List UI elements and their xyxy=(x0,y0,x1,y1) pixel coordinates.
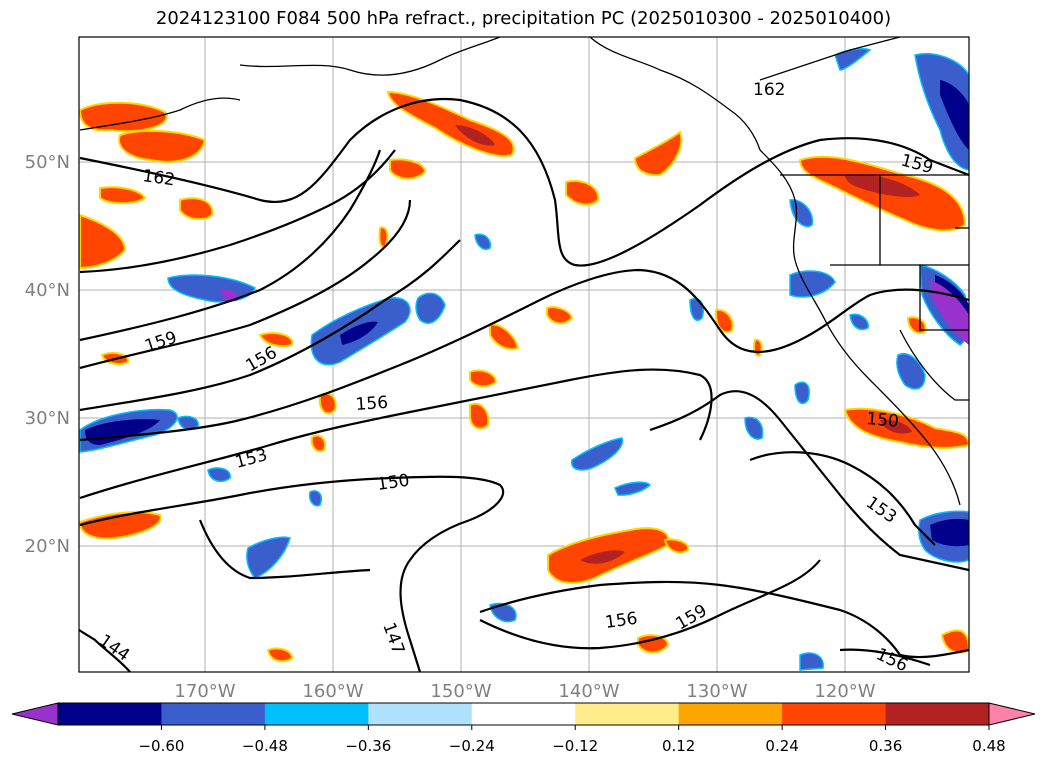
lon-label: 140°W xyxy=(558,681,619,702)
colorbar-tick-label: 0.12 xyxy=(662,737,695,755)
lon-label: 160°W xyxy=(302,681,363,702)
colorbar-tick-label: −0.60 xyxy=(138,737,184,755)
lat-label: 50°N xyxy=(25,152,70,173)
map-border xyxy=(78,36,970,673)
contour-label: 162 xyxy=(753,80,785,100)
colorbar-segment xyxy=(264,703,369,725)
contour-label: 156 xyxy=(604,609,639,633)
colorbar-segment xyxy=(678,703,783,725)
colorbar: −0.60 −0.48 −0.36 −0.24 −0.12 0.12 0.24 0.36 0.4… xyxy=(11,702,1036,755)
colorbar-border xyxy=(57,702,990,726)
colorbar-tick-label: 0.36 xyxy=(869,737,902,755)
map-title: 2024123100 F084 500 hPa refract., precip… xyxy=(155,8,892,29)
colorbar-extend-min xyxy=(11,702,59,726)
lat-label: 30°N xyxy=(25,408,70,429)
precip-strong-positive xyxy=(455,125,920,564)
colorbar-segment xyxy=(885,703,990,725)
contour-label: 162 xyxy=(141,166,176,190)
map-area xyxy=(79,37,969,672)
colorbar-tick-label: −0.12 xyxy=(552,737,598,755)
lon-label: 120°W xyxy=(814,681,875,702)
refractivity-contours xyxy=(79,98,969,672)
colorbar-segment xyxy=(161,703,266,725)
lon-label: 170°W xyxy=(174,681,235,702)
colorbar-segment xyxy=(58,703,162,725)
contour-label: 150 xyxy=(376,471,411,495)
lat-label: 20°N xyxy=(25,536,70,557)
colorbar-segment xyxy=(575,703,680,725)
precip-extreme-negative xyxy=(220,280,969,345)
colorbar-tick-label: 0.48 xyxy=(972,737,1005,755)
lat-label: 40°N xyxy=(25,280,70,301)
colorbar-segment xyxy=(471,703,576,725)
lon-label: 130°W xyxy=(686,681,747,702)
colorbar-extend-max xyxy=(988,702,1036,726)
contour-label: 156 xyxy=(355,393,389,415)
colorbar-tick-label: −0.48 xyxy=(242,737,288,755)
colorbar-segment xyxy=(782,703,887,725)
contour-label: 150 xyxy=(866,409,900,432)
colorbar-tick-label: 0.24 xyxy=(765,737,798,755)
lon-label: 150°W xyxy=(430,681,491,702)
colorbar-tick-label: −0.24 xyxy=(449,737,495,755)
colorbar-tick-label: −0.36 xyxy=(345,737,391,755)
colorbar-segment xyxy=(368,703,473,725)
